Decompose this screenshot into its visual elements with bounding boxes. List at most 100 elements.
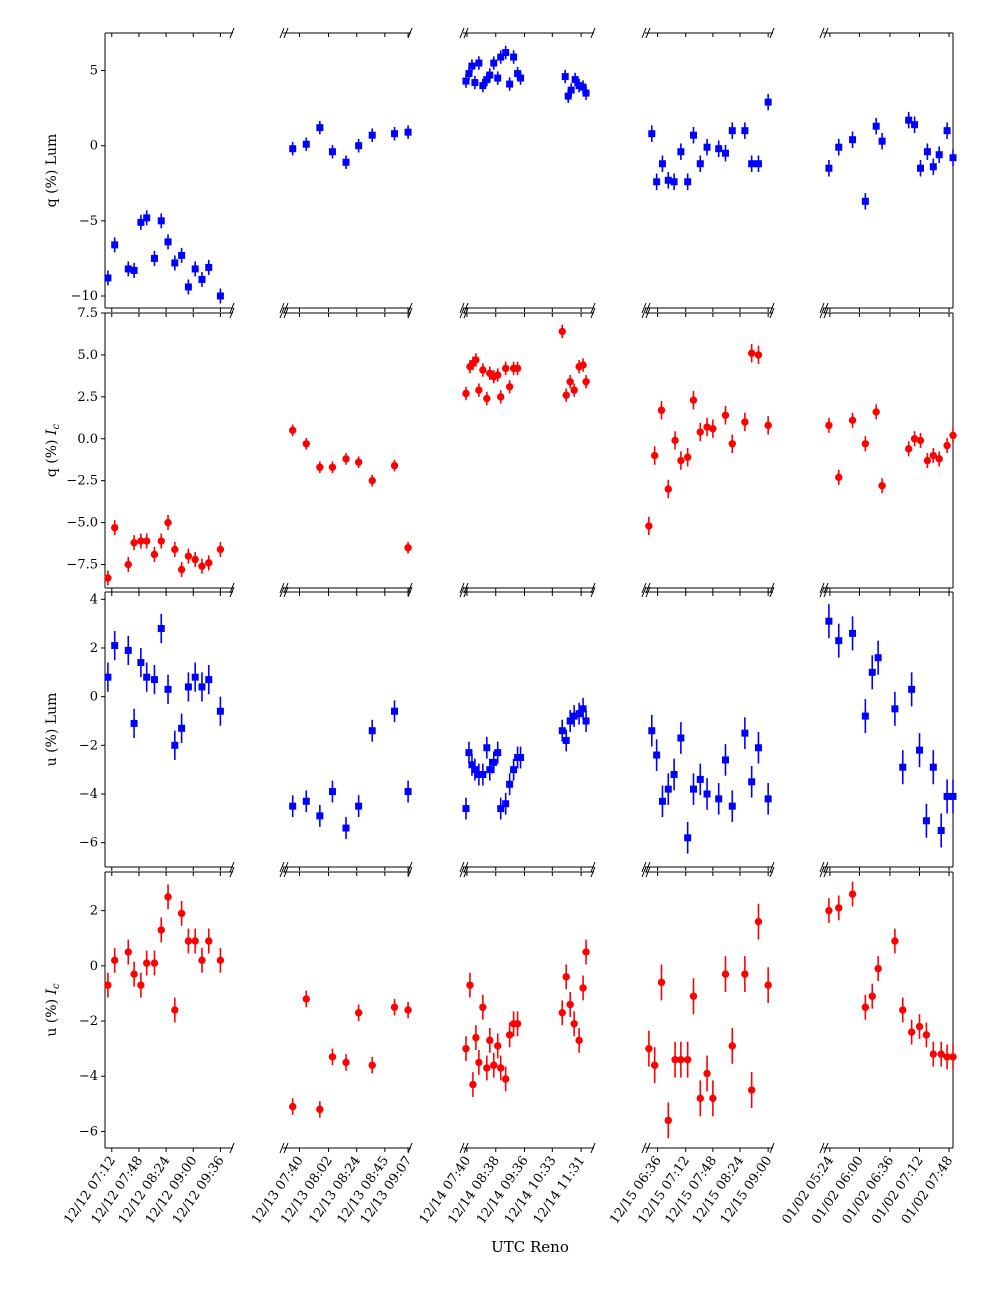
- data-point: [677, 1041, 685, 1078]
- data-point: [164, 884, 172, 910]
- point-marker: [566, 1000, 574, 1009]
- y-tick-label: −10: [71, 289, 98, 304]
- data-point: [849, 131, 857, 148]
- point-marker: [216, 707, 224, 715]
- data-point: [566, 375, 574, 389]
- data-point: [104, 972, 112, 998]
- point-marker: [171, 741, 179, 749]
- point-marker: [949, 792, 957, 800]
- data-point: [184, 279, 192, 295]
- point-marker: [582, 717, 590, 725]
- data-point: [861, 436, 870, 452]
- data-point: [479, 763, 487, 786]
- point-marker: [754, 744, 762, 752]
- panel-r2-c1: [279, 586, 413, 873]
- data-point: [582, 375, 590, 389]
- point-marker: [368, 131, 376, 139]
- y-tick-label: 7.5: [77, 306, 98, 321]
- data-point: [721, 744, 729, 776]
- data-point: [494, 741, 502, 764]
- data-point: [868, 655, 876, 690]
- point-marker: [104, 274, 112, 282]
- break-mark: [407, 861, 413, 873]
- point-marker: [835, 143, 843, 151]
- point-marker: [191, 937, 199, 945]
- data-point: [677, 451, 685, 470]
- y-tick-label: −7.5: [66, 558, 98, 573]
- point-marker: [205, 937, 213, 945]
- data-point: [566, 992, 574, 1017]
- y-tick-label: 4: [90, 592, 98, 607]
- y-tick-label: −5.0: [66, 516, 98, 531]
- data-point: [754, 345, 763, 365]
- point-marker: [483, 1064, 491, 1072]
- break-mark: [459, 27, 469, 39]
- point-marker: [497, 53, 505, 61]
- data-point: [754, 903, 763, 940]
- data-point: [949, 1044, 957, 1070]
- y-tick-label: 0.0: [77, 432, 98, 447]
- point-marker: [150, 550, 159, 559]
- data-point: [502, 792, 510, 815]
- panel-r0-c0: 5 0 −5 −10: [71, 27, 235, 314]
- break-mark: [819, 307, 829, 319]
- data-point: [943, 779, 951, 814]
- point-marker: [178, 724, 186, 732]
- data-point: [664, 172, 672, 189]
- data-point: [911, 116, 919, 133]
- point-marker: [205, 559, 213, 567]
- data-point: [764, 416, 772, 435]
- point-marker: [664, 176, 672, 184]
- data-point: [917, 159, 924, 177]
- point-marker: [191, 265, 199, 273]
- point-marker: [905, 116, 913, 124]
- point-marker: [943, 1053, 951, 1061]
- point-marker: [709, 1094, 717, 1103]
- data-point: [677, 143, 685, 160]
- point-marker: [184, 552, 193, 560]
- data-point: [754, 731, 762, 764]
- break-mark: [641, 586, 651, 598]
- point-marker: [658, 160, 666, 168]
- point-marker: [748, 160, 756, 168]
- data-point: [468, 59, 476, 73]
- point-marker: [664, 785, 672, 793]
- data-point: [562, 388, 570, 402]
- data-point: [513, 1011, 522, 1037]
- point-marker: [703, 790, 711, 798]
- point-marker: [104, 574, 112, 582]
- data-point: [929, 1041, 938, 1067]
- point-marker: [483, 394, 491, 403]
- data-point: [653, 739, 661, 771]
- point-marker: [929, 451, 938, 460]
- point-marker: [390, 1003, 399, 1011]
- data-point: [191, 551, 199, 568]
- point-marker: [849, 136, 857, 144]
- data-point: [891, 691, 899, 726]
- break-mark: [769, 302, 775, 314]
- point-marker: [658, 797, 666, 805]
- data-point: [835, 623, 843, 658]
- data-point: [835, 469, 843, 485]
- data-point: [657, 964, 666, 1001]
- point-marker: [494, 74, 502, 82]
- data-point: [582, 86, 590, 100]
- point-marker: [683, 1055, 692, 1064]
- point-marker: [475, 771, 483, 779]
- point-marker: [566, 378, 574, 386]
- point-marker: [911, 121, 919, 129]
- panel-r1-c4: [819, 307, 957, 594]
- point-marker: [571, 76, 579, 84]
- break-mark: [279, 866, 289, 878]
- data-point: [728, 790, 736, 822]
- point-marker: [923, 148, 931, 156]
- point-marker: [157, 625, 165, 633]
- data-point: [466, 972, 474, 998]
- point-marker: [689, 785, 697, 793]
- point-marker: [582, 378, 590, 386]
- panel-r0-c1: [279, 27, 413, 314]
- data-point: [198, 672, 206, 702]
- point-marker: [198, 683, 206, 691]
- data-point: [741, 122, 749, 139]
